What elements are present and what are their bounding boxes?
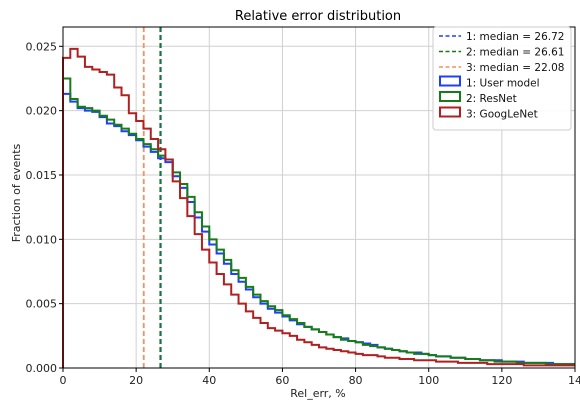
legend-series-label-2: 2: ResNet [466,93,517,105]
x-axis-title: Rel_err, % [290,387,346,400]
chart-title: Relative error distribution [235,9,401,24]
series-histogram-3 [62,47,575,368]
y-tick-label: 0.005 [26,298,58,311]
legend-median-label-3: 3: median = 22.08 [466,62,564,74]
legend-series-swatch-3 [439,106,461,118]
x-axis-ticks: 0 20 40 60 80 100 120 14 [60,368,580,387]
x-tick-label: 80 [349,374,363,387]
x-tick-label: 40 [202,374,216,387]
y-tick-label: 0.010 [26,233,58,246]
y-axis-ticks: 0.000 0.005 0.010 0.015 0.020 0.025 [26,40,63,375]
legend-series-label-3: 3: GoogLeNet [466,109,538,121]
x-tick-label: 14 [568,374,580,387]
y-axis-title: Fraction of events [10,143,23,242]
series-histogram-1 [62,92,575,368]
y-tick-label: 0.020 [26,105,58,118]
series-histogram-2 [62,77,575,368]
y-tick-label: 0.000 [26,362,58,375]
legend: 1: median = 26.72 2: median = 26.61 3: med… [432,26,572,131]
series-histograms [62,47,575,368]
x-tick-label: 0 [60,374,67,387]
legend-series-swatch-1 [439,75,461,87]
x-tick-label: 120 [491,374,512,387]
x-tick-label: 60 [275,374,289,387]
x-tick-label: 20 [129,374,143,387]
y-tick-label: 0.015 [26,169,58,182]
median-lines [142,27,162,368]
legend-median-label-1: 1: median = 26.72 [466,31,564,43]
y-tick-label: 0.025 [26,40,58,53]
legend-box [432,26,572,131]
legend-median-label-2: 2: median = 26.61 [466,47,564,59]
plot-frame [62,26,576,369]
legend-series-label-1: 1: User model [466,78,540,90]
legend-series-swatch-2 [439,91,461,102]
x-tick-label: 100 [418,374,439,387]
